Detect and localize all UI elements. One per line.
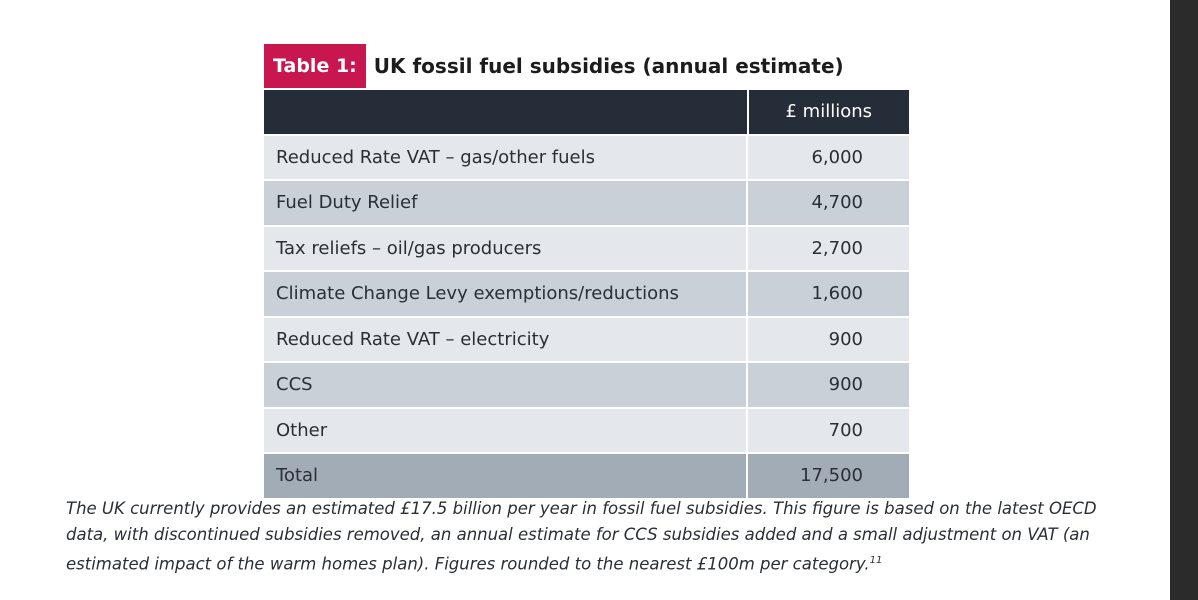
row-value: 2,700 — [748, 226, 909, 270]
row-value: 6,000 — [748, 135, 909, 179]
table-caption: The UK currently provides an estimated £… — [66, 496, 1126, 578]
row-value: 700 — [748, 408, 909, 452]
header-label-cell — [264, 90, 747, 134]
subsidies-table: £ millions Reduced Rate VAT – gas/other … — [264, 90, 909, 498]
row-label: Fuel Duty Relief — [264, 181, 747, 225]
footnote-reference[interactable]: 11 — [869, 555, 883, 566]
header-value-cell: £ millions — [748, 90, 909, 134]
window-edge-bar — [1170, 0, 1198, 600]
table-row: Reduced Rate VAT – electricity 900 — [264, 317, 909, 361]
row-value: 1,600 — [748, 272, 909, 316]
table-title-row: Table 1: UK fossil fuel subsidies (annua… — [264, 44, 844, 88]
table-row: Tax reliefs – oil/gas producers 2,700 — [264, 226, 909, 270]
row-label: Tax reliefs – oil/gas producers — [264, 226, 747, 270]
row-value: 900 — [748, 363, 909, 407]
total-value: 17,500 — [748, 454, 909, 498]
row-label: Reduced Rate VAT – electricity — [264, 317, 747, 361]
table-title: UK fossil fuel subsidies (annual estimat… — [373, 54, 844, 78]
row-value: 900 — [748, 317, 909, 361]
row-label: Climate Change Levy exemptions/reduction… — [264, 272, 747, 316]
caption-text: The UK currently provides an estimated £… — [66, 499, 1097, 574]
row-label: CCS — [264, 363, 747, 407]
row-label: Reduced Rate VAT – gas/other fuels — [264, 135, 747, 179]
table-header-row: £ millions — [264, 90, 909, 134]
total-label: Total — [264, 454, 747, 498]
table-row: Fuel Duty Relief 4,700 — [264, 181, 909, 225]
table-row: CCS 900 — [264, 363, 909, 407]
table-number-tag: Table 1: — [264, 44, 366, 88]
row-label: Other — [264, 408, 747, 452]
table-row: Climate Change Levy exemptions/reduction… — [264, 272, 909, 316]
table-row: Reduced Rate VAT – gas/other fuels 6,000 — [264, 135, 909, 179]
table-total-row: Total 17,500 — [264, 454, 909, 498]
row-value: 4,700 — [748, 181, 909, 225]
table-row: Other 700 — [264, 408, 909, 452]
